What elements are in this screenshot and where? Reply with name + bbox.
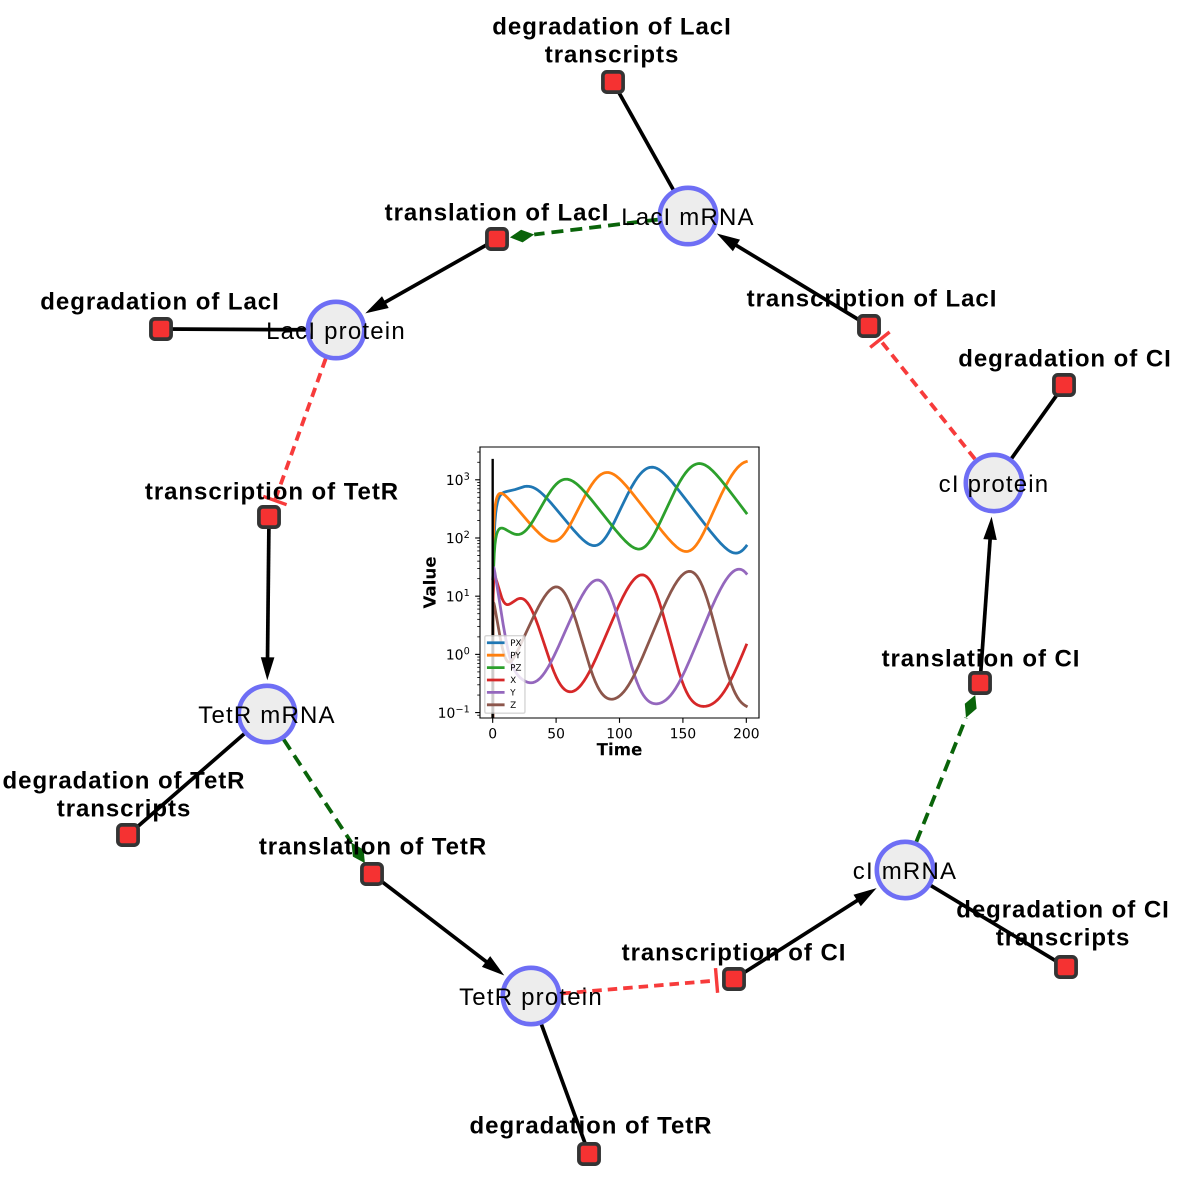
svg-text:transcripts: transcripts	[996, 925, 1131, 952]
svg-text:cI protein: cI protein	[939, 471, 1050, 498]
svg-text:transcription of TetR: transcription of TetR	[145, 479, 399, 506]
svg-text:transcription of LacI: transcription of LacI	[747, 286, 998, 313]
svg-text:degradation of LacI: degradation of LacI	[40, 289, 279, 316]
svg-text:TetR protein: TetR protein	[459, 984, 603, 1011]
svg-text:transcripts: transcripts	[57, 796, 192, 823]
svg-text:cI mRNA: cI mRNA	[853, 858, 957, 885]
svg-text:degradation of TetR: degradation of TetR	[470, 1113, 713, 1140]
svg-text:translation of TetR: translation of TetR	[259, 834, 487, 861]
svg-text:degradation of CI: degradation of CI	[958, 346, 1171, 373]
svg-text:TetR mRNA: TetR mRNA	[198, 702, 335, 729]
svg-text:transcription of CI: transcription of CI	[622, 940, 847, 967]
svg-text:LacI protein: LacI protein	[266, 318, 406, 345]
svg-text:degradation of TetR: degradation of TetR	[3, 768, 246, 795]
svg-text:translation of LacI: translation of LacI	[385, 200, 610, 227]
svg-text:translation of CI: translation of CI	[882, 646, 1081, 673]
svg-text:degradation of CI: degradation of CI	[956, 897, 1169, 924]
svg-text:degradation of LacI: degradation of LacI	[492, 14, 731, 41]
svg-text:LacI mRNA: LacI mRNA	[621, 204, 755, 231]
svg-text:transcripts: transcripts	[545, 42, 680, 69]
